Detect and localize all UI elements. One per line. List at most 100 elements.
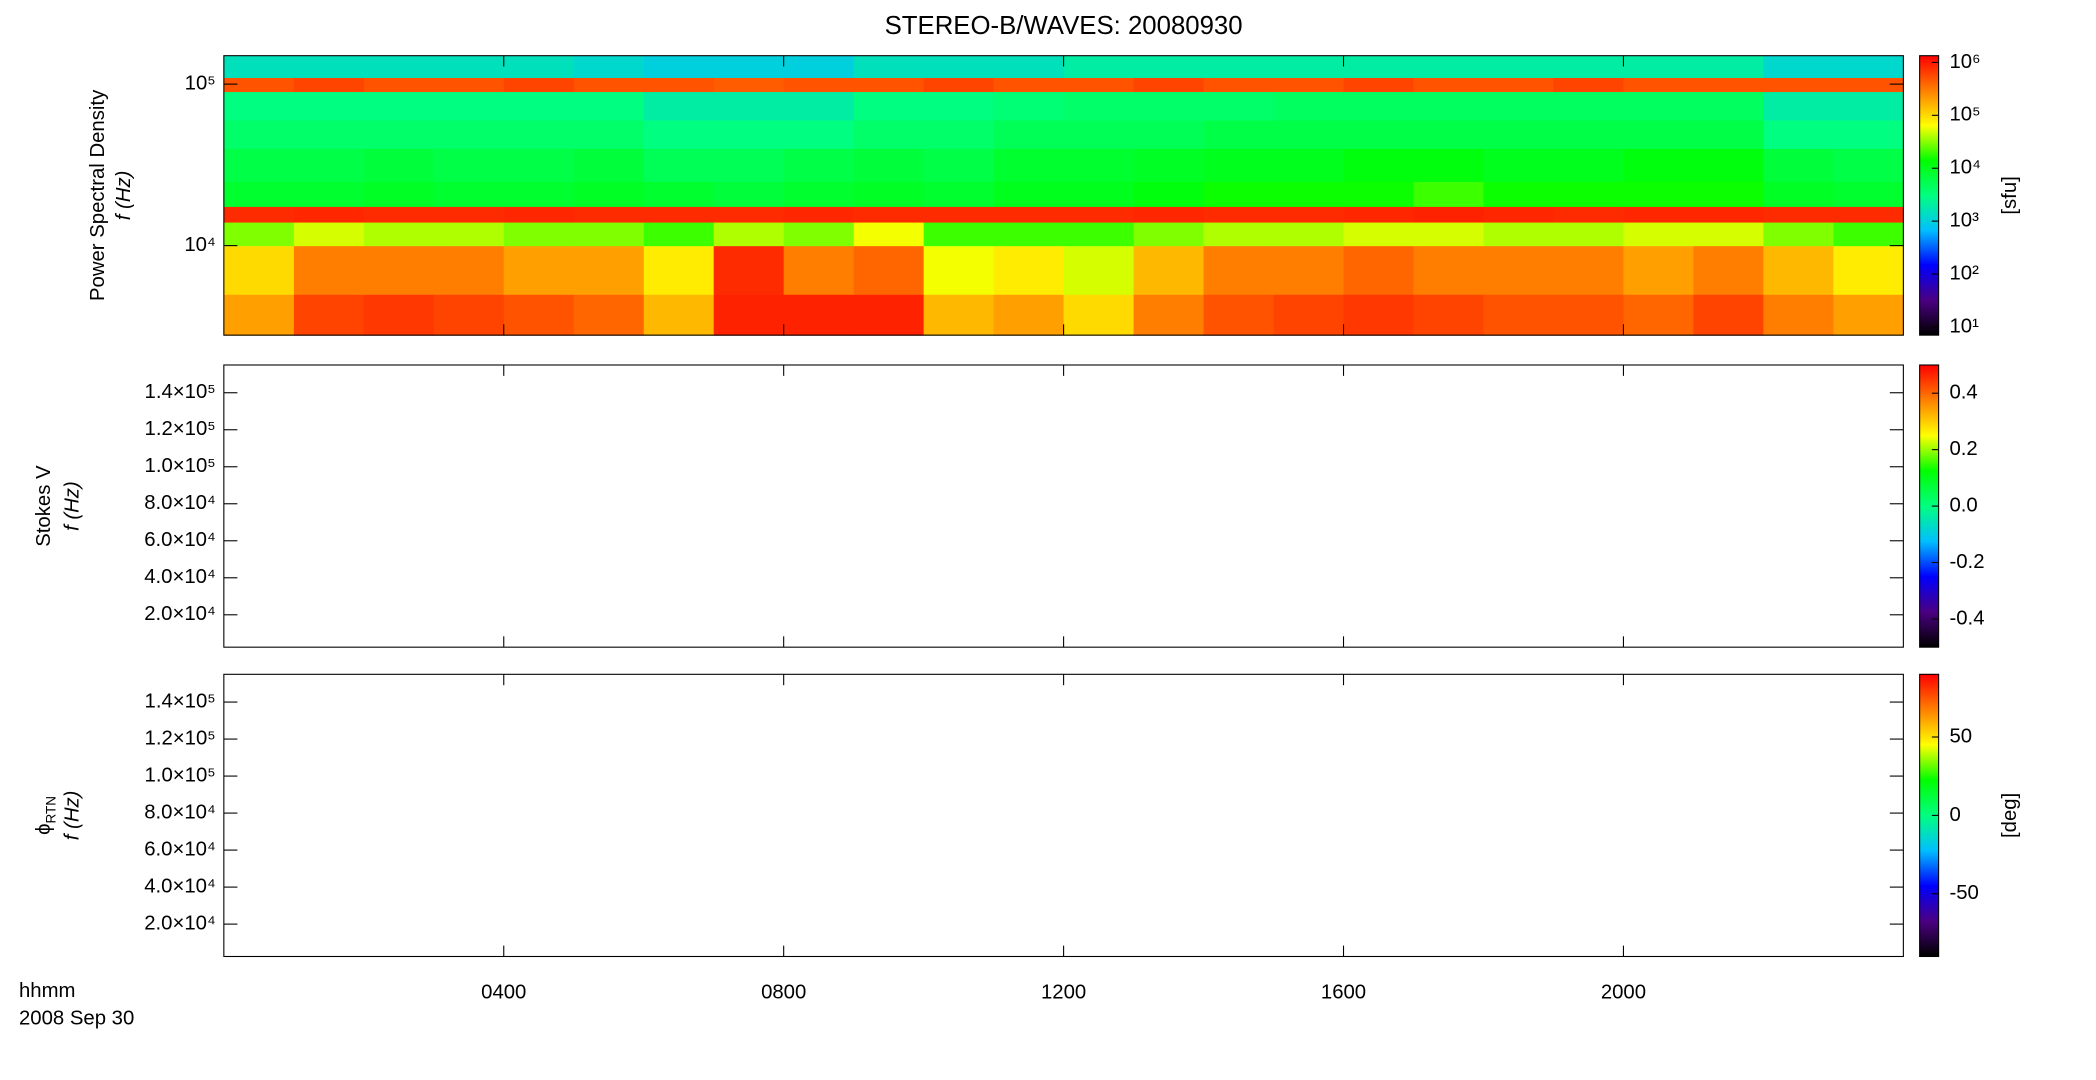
heatmap-cell [1063,77,1135,93]
heatmap-cell [1413,245,1485,295]
heatmap-cell [1553,206,1624,223]
heatmap-cell [1273,77,1345,93]
heatmap-cell [1063,245,1135,295]
heatmap-cell [1063,294,1135,336]
y-tick-label: 10⁴ [184,234,215,256]
heatmap-cell [923,294,995,336]
heatmap-cell [1763,245,1834,295]
heatmap-cell [1063,55,1135,78]
plot-frame [223,364,1904,648]
heatmap-cell [1833,181,1904,207]
colorbar-tick-label: 10⁶ [1949,51,1980,73]
colorbar-tick-label: 10² [1949,262,1979,284]
heatmap-cell [993,77,1065,93]
heatmap-cell [293,55,365,78]
heatmap-cell [293,148,365,182]
heatmap-cell [363,119,435,149]
heatmap-cell [853,222,925,247]
heatmap-cell [293,77,365,93]
colorbar-label: [sfu] [1999,176,2021,214]
colorbar-tick-label: 50 [1949,725,1972,747]
heatmap-cell [1343,181,1415,207]
heatmap-cell [1133,245,1205,295]
heatmap-cell [433,245,505,295]
heatmap-cell [1763,206,1834,223]
colorbar-tick-label: 10⁵ [1949,104,1980,126]
heatmap-cell [1343,77,1415,93]
heatmap-cell [1693,119,1764,149]
heatmap-cell [1273,181,1345,207]
heatmap-cell [643,222,715,247]
heatmap-cell [1623,148,1694,182]
colorbar-tick-label: 0 [1949,804,1960,826]
heatmap-cell [1623,294,1694,336]
heatmap-cell [363,206,435,223]
y-tick-label: 6.0×10⁴ [144,529,215,551]
x-tick-label: 1200 [1041,981,1086,1003]
heatmap-cell [433,206,505,223]
heatmap-cell [1063,119,1135,149]
y-axis-label-main: Power Spectral Density [87,89,109,301]
heatmap-cell [433,55,505,78]
y-tick-label: 10⁵ [185,72,216,94]
heatmap-cell [573,206,645,223]
heatmap-cell [1273,294,1345,336]
heatmap-cell [1483,77,1555,93]
heatmap-cell [223,119,295,149]
heatmap-cell [1763,294,1834,336]
heatmap-cell [1413,91,1485,121]
y-tick-label: 2.0×10⁴ [144,912,215,934]
heatmap-cell [1623,55,1694,78]
y-tick-label: 1.4×10⁵ [145,381,216,403]
heatmap-cell [923,222,995,247]
heatmap-cell [1833,55,1904,78]
heatmap-cell [1063,148,1135,182]
heatmap-cell [1553,181,1624,207]
heatmap-cell [573,148,645,182]
colorbar-tick-label: 10⁴ [1949,157,1980,179]
heatmap-cell [1203,77,1275,93]
heatmap-cell [1763,77,1834,93]
heatmap-cell [853,245,925,295]
heatmap-cell [1553,294,1624,336]
heatmap-cell [643,148,715,182]
heatmap-cell [503,181,575,207]
heatmap-cell [853,77,925,93]
heatmap-cell [1063,206,1135,223]
colorbar-tick-label: -50 [1949,882,1978,904]
heatmap-cell [1203,55,1275,78]
heatmap-cell [783,206,855,223]
heatmap-cell [1763,119,1834,149]
y-axis-label-main: Stokes V [33,465,55,547]
colorbar-tick-label: -0.4 [1949,607,1984,629]
heatmap-cell [1833,119,1904,149]
heatmap-cell [1343,294,1415,336]
heatmap-cell [503,91,575,121]
heatmap-cell [363,245,435,295]
heatmap-cell [1483,55,1555,78]
heatmap-cell [1833,245,1904,295]
x-tick-label: 2000 [1601,981,1646,1003]
heatmap-cell [1273,119,1345,149]
heatmap-cell [573,245,645,295]
y-axis-label: Stokes V [33,465,55,547]
heatmap-cell [573,181,645,207]
heatmap-cell [1483,148,1555,182]
heatmap-cell [643,77,715,93]
heatmap-cell [643,294,715,336]
heatmap-cell [1343,55,1415,78]
heatmap-cell [1623,91,1694,121]
heatmap-cell [783,77,855,93]
heatmap-cell [1693,77,1764,93]
heatmap-cell [503,148,575,182]
heatmap-cell [1203,245,1275,295]
heatmap-cell [1203,119,1275,149]
heatmap-cell [503,245,575,295]
heatmap-cell [1343,148,1415,182]
heatmap-cell [783,119,855,149]
x-tick-label: 0800 [761,981,806,1003]
heatmap-cell [1133,181,1205,207]
heatmap-cell [1273,148,1345,182]
heatmap-cell [1483,245,1555,295]
